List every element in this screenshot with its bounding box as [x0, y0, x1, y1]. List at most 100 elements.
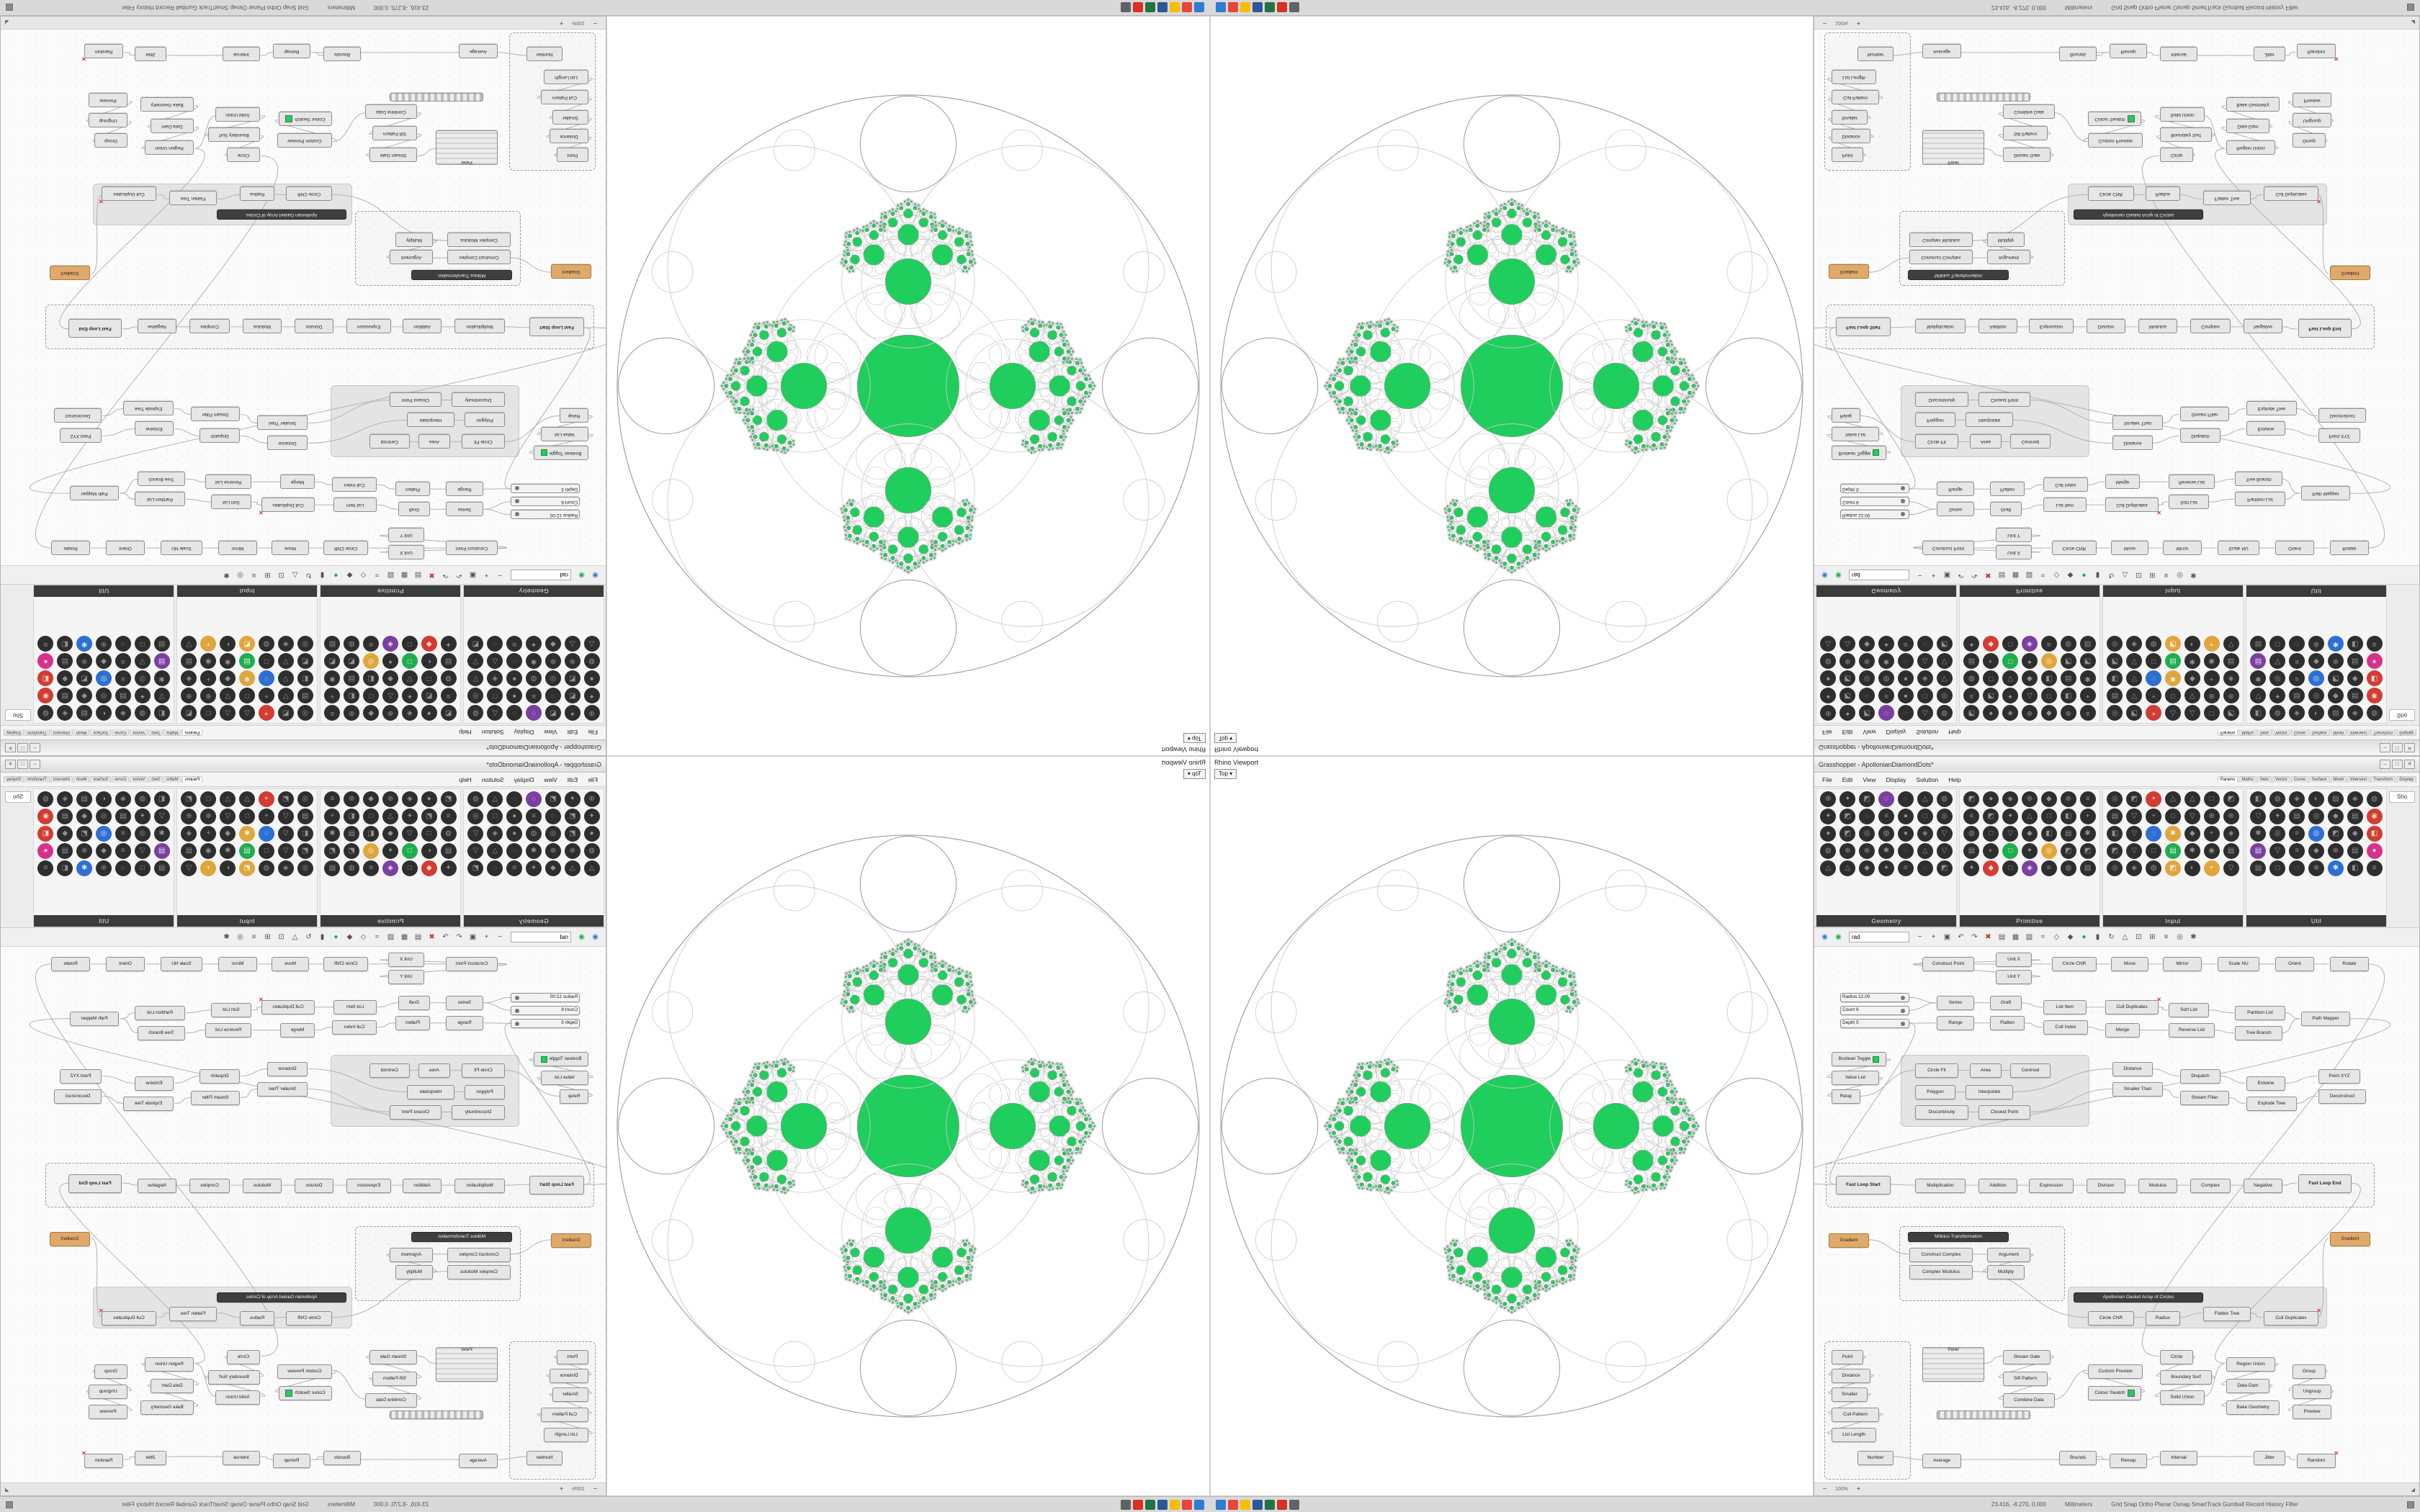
gh-node-b5[interactable]: List Length — [1832, 70, 1876, 84]
gh-node-n1[interactable]: Construct Point — [1922, 957, 1974, 971]
component-icon[interactable]: ◩ — [1839, 688, 1856, 703]
component-icon[interactable]: ✱ — [2079, 826, 2096, 842]
gh-node-n32[interactable]: Closest Point — [390, 392, 442, 407]
open-file-icon[interactable]: ◉ — [592, 933, 599, 941]
gh-node-a1[interactable]: Circle CNR — [286, 186, 332, 201]
component-icon[interactable]: ◐ — [421, 843, 437, 859]
component-icon[interactable]: ◆ — [220, 670, 236, 686]
tab-intersect[interactable]: Intersect — [2347, 776, 2370, 783]
gh-node-n28[interactable]: Centroid — [369, 434, 410, 449]
gh-node-m5[interactable]: Modulus — [2138, 319, 2177, 333]
component-icon[interactable]: □ — [421, 670, 437, 686]
ribbon-group-label[interactable]: Primitive — [1960, 585, 2099, 597]
gh-node-b8[interactable]: Combine Data — [2003, 104, 2055, 119]
component-icon[interactable]: ◍ — [1820, 653, 1837, 669]
gh-node-c3[interactable]: Circle — [2160, 1350, 2193, 1364]
component-icon[interactable]: ◈ — [2002, 705, 2019, 721]
component-icon[interactable]: ⊕ — [96, 636, 112, 652]
component-icon[interactable]: □ — [2269, 636, 2286, 652]
component-icon[interactable]: ≡ — [1878, 688, 1894, 703]
tab-params[interactable]: Params — [182, 776, 203, 783]
component-icon[interactable]: △ — [487, 791, 503, 807]
tab-sets[interactable]: Sets — [148, 776, 163, 783]
gh-node-n41[interactable]: Deconstruct — [2318, 408, 2366, 423]
gh-node-m2[interactable]: Addition — [403, 319, 442, 333]
ribbon-group-label[interactable]: Input — [177, 585, 317, 597]
gh-node-p1[interactable]: Panel — [436, 130, 498, 165]
align-icon[interactable]: ≡ — [251, 571, 256, 579]
component-icon[interactable]: ▽ — [134, 653, 151, 669]
menu-edit[interactable]: Edit — [1842, 729, 1853, 737]
component-icon[interactable]: ◆ — [2347, 670, 2363, 686]
component-icon[interactable]: □ — [363, 688, 380, 703]
component-icon[interactable]: ✱ — [526, 653, 542, 669]
copy-icon[interactable]: ▤ — [414, 571, 422, 579]
gear-icon[interactable]: ✱ — [2190, 933, 2197, 941]
component-icon[interactable]: ◩ — [467, 860, 484, 876]
wire-display-icon[interactable]: ≈ — [375, 571, 380, 579]
lock-icon[interactable]: ⊡ — [2136, 571, 2142, 579]
component-icon[interactable]: ◩ — [544, 791, 561, 807]
tab-maths[interactable]: Maths — [2238, 776, 2257, 783]
component-icon[interactable]: ◐ — [421, 653, 437, 669]
component-icon[interactable]: ≡ — [115, 843, 131, 859]
eye-icon[interactable]: ◎ — [237, 571, 243, 579]
component-icon[interactable]: ● — [583, 670, 600, 686]
eye-icon[interactable]: ◎ — [2177, 933, 2183, 941]
gh-node-a3[interactable]: Flatten Tree — [2203, 191, 2251, 205]
tray-icon[interactable] — [6, 4, 13, 12]
gh-node-e9[interactable]: Jitter — [2254, 47, 2285, 61]
gh-node-n7[interactable]: Scale NU — [161, 957, 202, 971]
menu-file[interactable]: File — [1822, 775, 1832, 783]
menu-solution[interactable]: Solution — [481, 729, 504, 737]
menu-file[interactable]: File — [1822, 729, 1832, 737]
gh-node-n8[interactable]: Orient — [2275, 957, 2314, 971]
component-icon[interactable]: ◎ — [2040, 653, 2057, 669]
component-icon[interactable]: ▽ — [277, 809, 294, 824]
gh-node-nl2[interactable]: Fast Loop End — [2298, 1174, 2352, 1193]
component-icon[interactable]: △ — [487, 653, 503, 669]
gh-node-n11[interactable]: Range — [1937, 1016, 1974, 1030]
component-icon[interactable]: ⊕ — [1859, 653, 1876, 669]
component-icon[interactable]: ◌ — [506, 653, 523, 669]
gh-node-n23[interactable]: Boolean Toggle — [1832, 1052, 1886, 1066]
component-icon[interactable]: ✦ — [401, 809, 418, 824]
component-icon[interactable]: ◩ — [344, 653, 360, 669]
component-icon[interactable]: ◍ — [258, 636, 274, 652]
gh-node-n4[interactable]: Circle CNR — [2052, 541, 2097, 555]
component-icon[interactable]: △ — [1820, 860, 1837, 876]
component-icon[interactable]: ◎ — [2308, 670, 2324, 686]
gh-node-n14[interactable]: List Item — [333, 498, 377, 512]
eye-icon[interactable]: ◎ — [2177, 571, 2183, 579]
menu-view[interactable]: View — [1863, 775, 1876, 783]
component-icon[interactable]: ● — [506, 670, 523, 686]
gh-node-n20[interactable]: Partition List — [135, 492, 185, 506]
gh-node-b1[interactable]: Point — [1832, 1350, 1863, 1364]
gh-node-c5[interactable]: Solid Union — [215, 107, 260, 122]
gh-node-m3[interactable]: Expression — [2029, 319, 2074, 333]
preview-wireframe-icon[interactable]: ◇ — [360, 571, 367, 579]
gh-node-d1[interactable]: Möbius Transformation — [411, 270, 512, 280]
gh-node-e4[interactable]: Average — [1922, 1454, 1961, 1468]
tab-maths[interactable]: Maths — [163, 729, 182, 736]
component-icon[interactable]: ▤ — [2347, 843, 2363, 859]
component-icon[interactable]: ⊕ — [1859, 843, 1876, 859]
component-icon[interactable]: ◧ — [2250, 791, 2267, 807]
component-icon[interactable]: ⊕ — [1839, 653, 1856, 669]
component-icon[interactable]: + — [200, 860, 217, 876]
start-icon[interactable] — [1194, 1499, 1204, 1510]
menu-edit[interactable]: Edit — [567, 775, 578, 783]
gh-node-mb3[interactable]: Argument — [1987, 250, 2030, 264]
component-icon[interactable]: ▤ — [1963, 843, 1980, 859]
gh-node-n37[interactable]: Stream Filter — [2180, 407, 2229, 421]
gh-node-n18[interactable]: Sort List — [211, 495, 251, 509]
gh-node-e1[interactable]: Number — [1857, 1451, 1894, 1465]
gh-node-n39[interactable]: Explode Tree — [2246, 1097, 2297, 1111]
excel-icon[interactable] — [1265, 2, 1275, 13]
gh-node-m3[interactable]: Expression — [2029, 1179, 2074, 1193]
component-icon[interactable]: + — [2203, 826, 2220, 842]
component-icon[interactable]: ◩ — [1859, 791, 1876, 807]
ribbon-more-button[interactable]: Sho — [2389, 709, 2415, 721]
component-icon[interactable]: ◆ — [57, 670, 73, 686]
component-icon[interactable]: ▽ — [1936, 653, 1953, 669]
